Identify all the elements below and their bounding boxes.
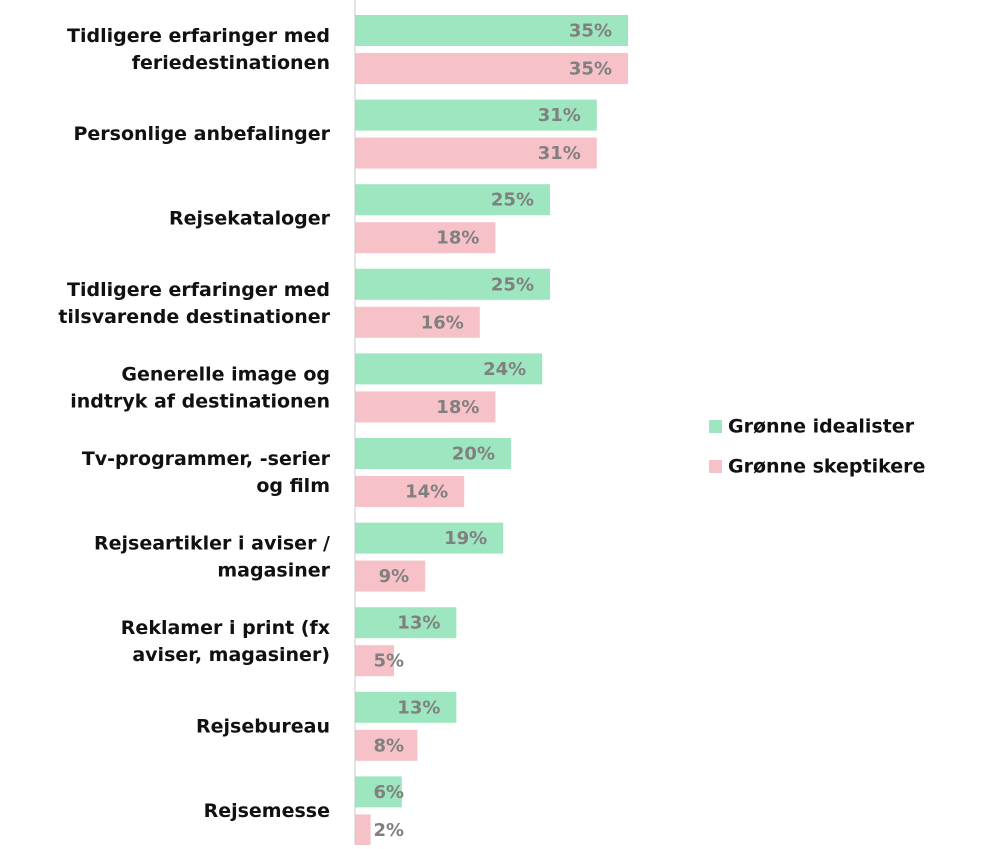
value-label: 25% bbox=[491, 190, 534, 211]
bar bbox=[355, 137, 597, 169]
category-label: Rejsekataloger bbox=[169, 207, 331, 229]
bar bbox=[355, 729, 418, 761]
bar bbox=[355, 476, 465, 507]
bar bbox=[355, 268, 550, 300]
legend-label: Grønne idealister bbox=[728, 416, 915, 438]
bar bbox=[355, 353, 543, 385]
bar bbox=[355, 560, 426, 592]
bar bbox=[355, 814, 371, 846]
value-label: 35% bbox=[569, 59, 612, 80]
bar bbox=[355, 391, 496, 423]
value-label: 35% bbox=[569, 21, 612, 42]
value-label: 20% bbox=[452, 444, 495, 465]
value-label: 24% bbox=[483, 359, 526, 380]
value-label: 6% bbox=[373, 782, 404, 803]
category-label: Rejsemesse bbox=[204, 799, 330, 821]
value-label: 5% bbox=[373, 651, 404, 672]
bar bbox=[355, 184, 550, 216]
category-label: Reklamer i print (fx aviser, magasiner) bbox=[121, 617, 330, 666]
value-label: 9% bbox=[379, 566, 410, 587]
category-label: Personlige anbefalinger bbox=[73, 123, 330, 145]
category-label: Generelle image og indtryk af destination… bbox=[70, 363, 330, 412]
bar bbox=[355, 438, 511, 469]
legend-swatch bbox=[709, 460, 722, 473]
category-label: Rejseartikler i aviser / magasiner bbox=[94, 532, 331, 581]
value-label: 18% bbox=[436, 228, 479, 249]
legend-swatch bbox=[709, 420, 722, 433]
value-label: 13% bbox=[397, 697, 440, 718]
category-label: Tidligere erfaringer med feriedestination… bbox=[67, 25, 330, 74]
value-label: 19% bbox=[444, 528, 487, 549]
bar bbox=[355, 99, 597, 131]
legend-label: Grønne skeptikere bbox=[728, 456, 925, 478]
category-label: Tidligere erfaringer med tilsvarende dest… bbox=[58, 278, 330, 327]
bar bbox=[355, 607, 457, 639]
bar bbox=[355, 522, 504, 554]
value-label: 31% bbox=[538, 143, 581, 164]
bar bbox=[355, 222, 496, 254]
value-label: 18% bbox=[436, 397, 479, 418]
category-label: Rejsebureau bbox=[196, 715, 330, 737]
bar bbox=[355, 15, 628, 46]
category-label: Tv-programmer, -serier og film bbox=[82, 448, 331, 497]
value-label: 13% bbox=[397, 613, 440, 634]
value-label: 14% bbox=[405, 482, 448, 503]
bar bbox=[355, 306, 480, 338]
value-label: 25% bbox=[491, 274, 534, 295]
bar bbox=[355, 776, 402, 808]
value-label: 2% bbox=[373, 820, 404, 841]
bar bbox=[355, 53, 628, 84]
value-label: 16% bbox=[421, 312, 464, 333]
bar bbox=[355, 691, 457, 723]
value-label: 8% bbox=[373, 735, 404, 756]
value-label: 31% bbox=[538, 105, 581, 126]
bar bbox=[355, 645, 394, 677]
